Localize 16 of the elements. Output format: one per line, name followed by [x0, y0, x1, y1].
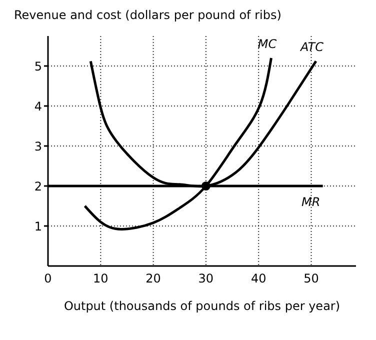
x-axis-title: Output (thousands of pounds of ribs per year) — [64, 299, 340, 313]
x-tick-label: 0 — [44, 272, 52, 286]
y-tick-label: 1 — [34, 219, 42, 234]
y-tick-label: 2 — [34, 179, 42, 194]
series-label: MC — [258, 37, 278, 51]
x-tick-label: 50 — [304, 272, 319, 286]
y-axis-title: Revenue and cost (dollars per pound of ribs) — [14, 8, 282, 22]
x-tick-label: 10 — [93, 272, 108, 286]
y-tick-label: 3 — [34, 139, 42, 154]
y-tick-label: 4 — [34, 99, 42, 114]
y-tick-label: 5 — [34, 59, 42, 74]
x-tick-label: 30 — [198, 272, 214, 286]
x-tick-label: 40 — [250, 272, 266, 286]
series-label: MR — [301, 195, 320, 209]
series-label: ATC — [299, 40, 324, 54]
x-tick-label: 20 — [146, 272, 161, 286]
